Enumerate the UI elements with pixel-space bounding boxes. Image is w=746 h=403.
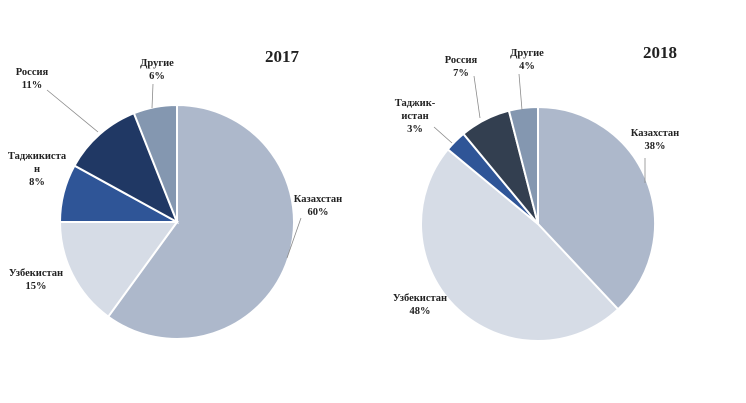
pie-slice-2018-0 <box>537 105 656 311</box>
slice-label-2017-2: Таджикиста н 8% <box>8 151 67 188</box>
slice-label-2018-2: Таджик-истан 3% <box>395 98 436 135</box>
slice-label-2017-0: Казахстан 60% <box>294 194 342 218</box>
leader-line-2018-2 <box>433 126 453 144</box>
chart-title-2018: 2018 <box>643 43 677 62</box>
slice-label-2018-0: Казахстан 38% <box>631 128 679 152</box>
leader-line-2018-4 <box>518 73 523 111</box>
slice-label-2018-4: Другие 4% <box>510 48 544 72</box>
slice-label-2017-4: Другие 6% <box>140 58 174 82</box>
pie-slice-2017-1 <box>58 221 179 319</box>
pie-slice-2018-1 <box>420 148 620 342</box>
pie-slice-2017-4 <box>132 103 178 223</box>
pie-chart-2017: Казахстан 60% Узбекистан 15% Таджикиста н 8% Ро… <box>8 47 342 340</box>
slice-label-2017-3: Россия 11% <box>16 67 49 91</box>
slice-label-2018-1: Узбекистан 48% <box>393 293 447 317</box>
slice-label-2018-3: Россия 7% <box>445 55 478 79</box>
leader-line-2017-3 <box>46 89 99 133</box>
leader-line-2017-0 <box>286 217 302 259</box>
pie-chart-2018: Казахстан 38% Узбекистан 48% Таджик-истан 3% Р… <box>393 43 679 342</box>
chart-title-2017: 2017 <box>265 47 300 66</box>
pie-slice-2018-4 <box>507 105 539 225</box>
leader-line-2018-3 <box>473 75 481 119</box>
pie-slice-2017-3 <box>73 111 179 225</box>
slice-label-2017-1: Узбекистан 15% <box>9 268 63 292</box>
pie-slice-2017-0 <box>106 103 295 340</box>
leader-line-2017-4 <box>151 83 154 109</box>
